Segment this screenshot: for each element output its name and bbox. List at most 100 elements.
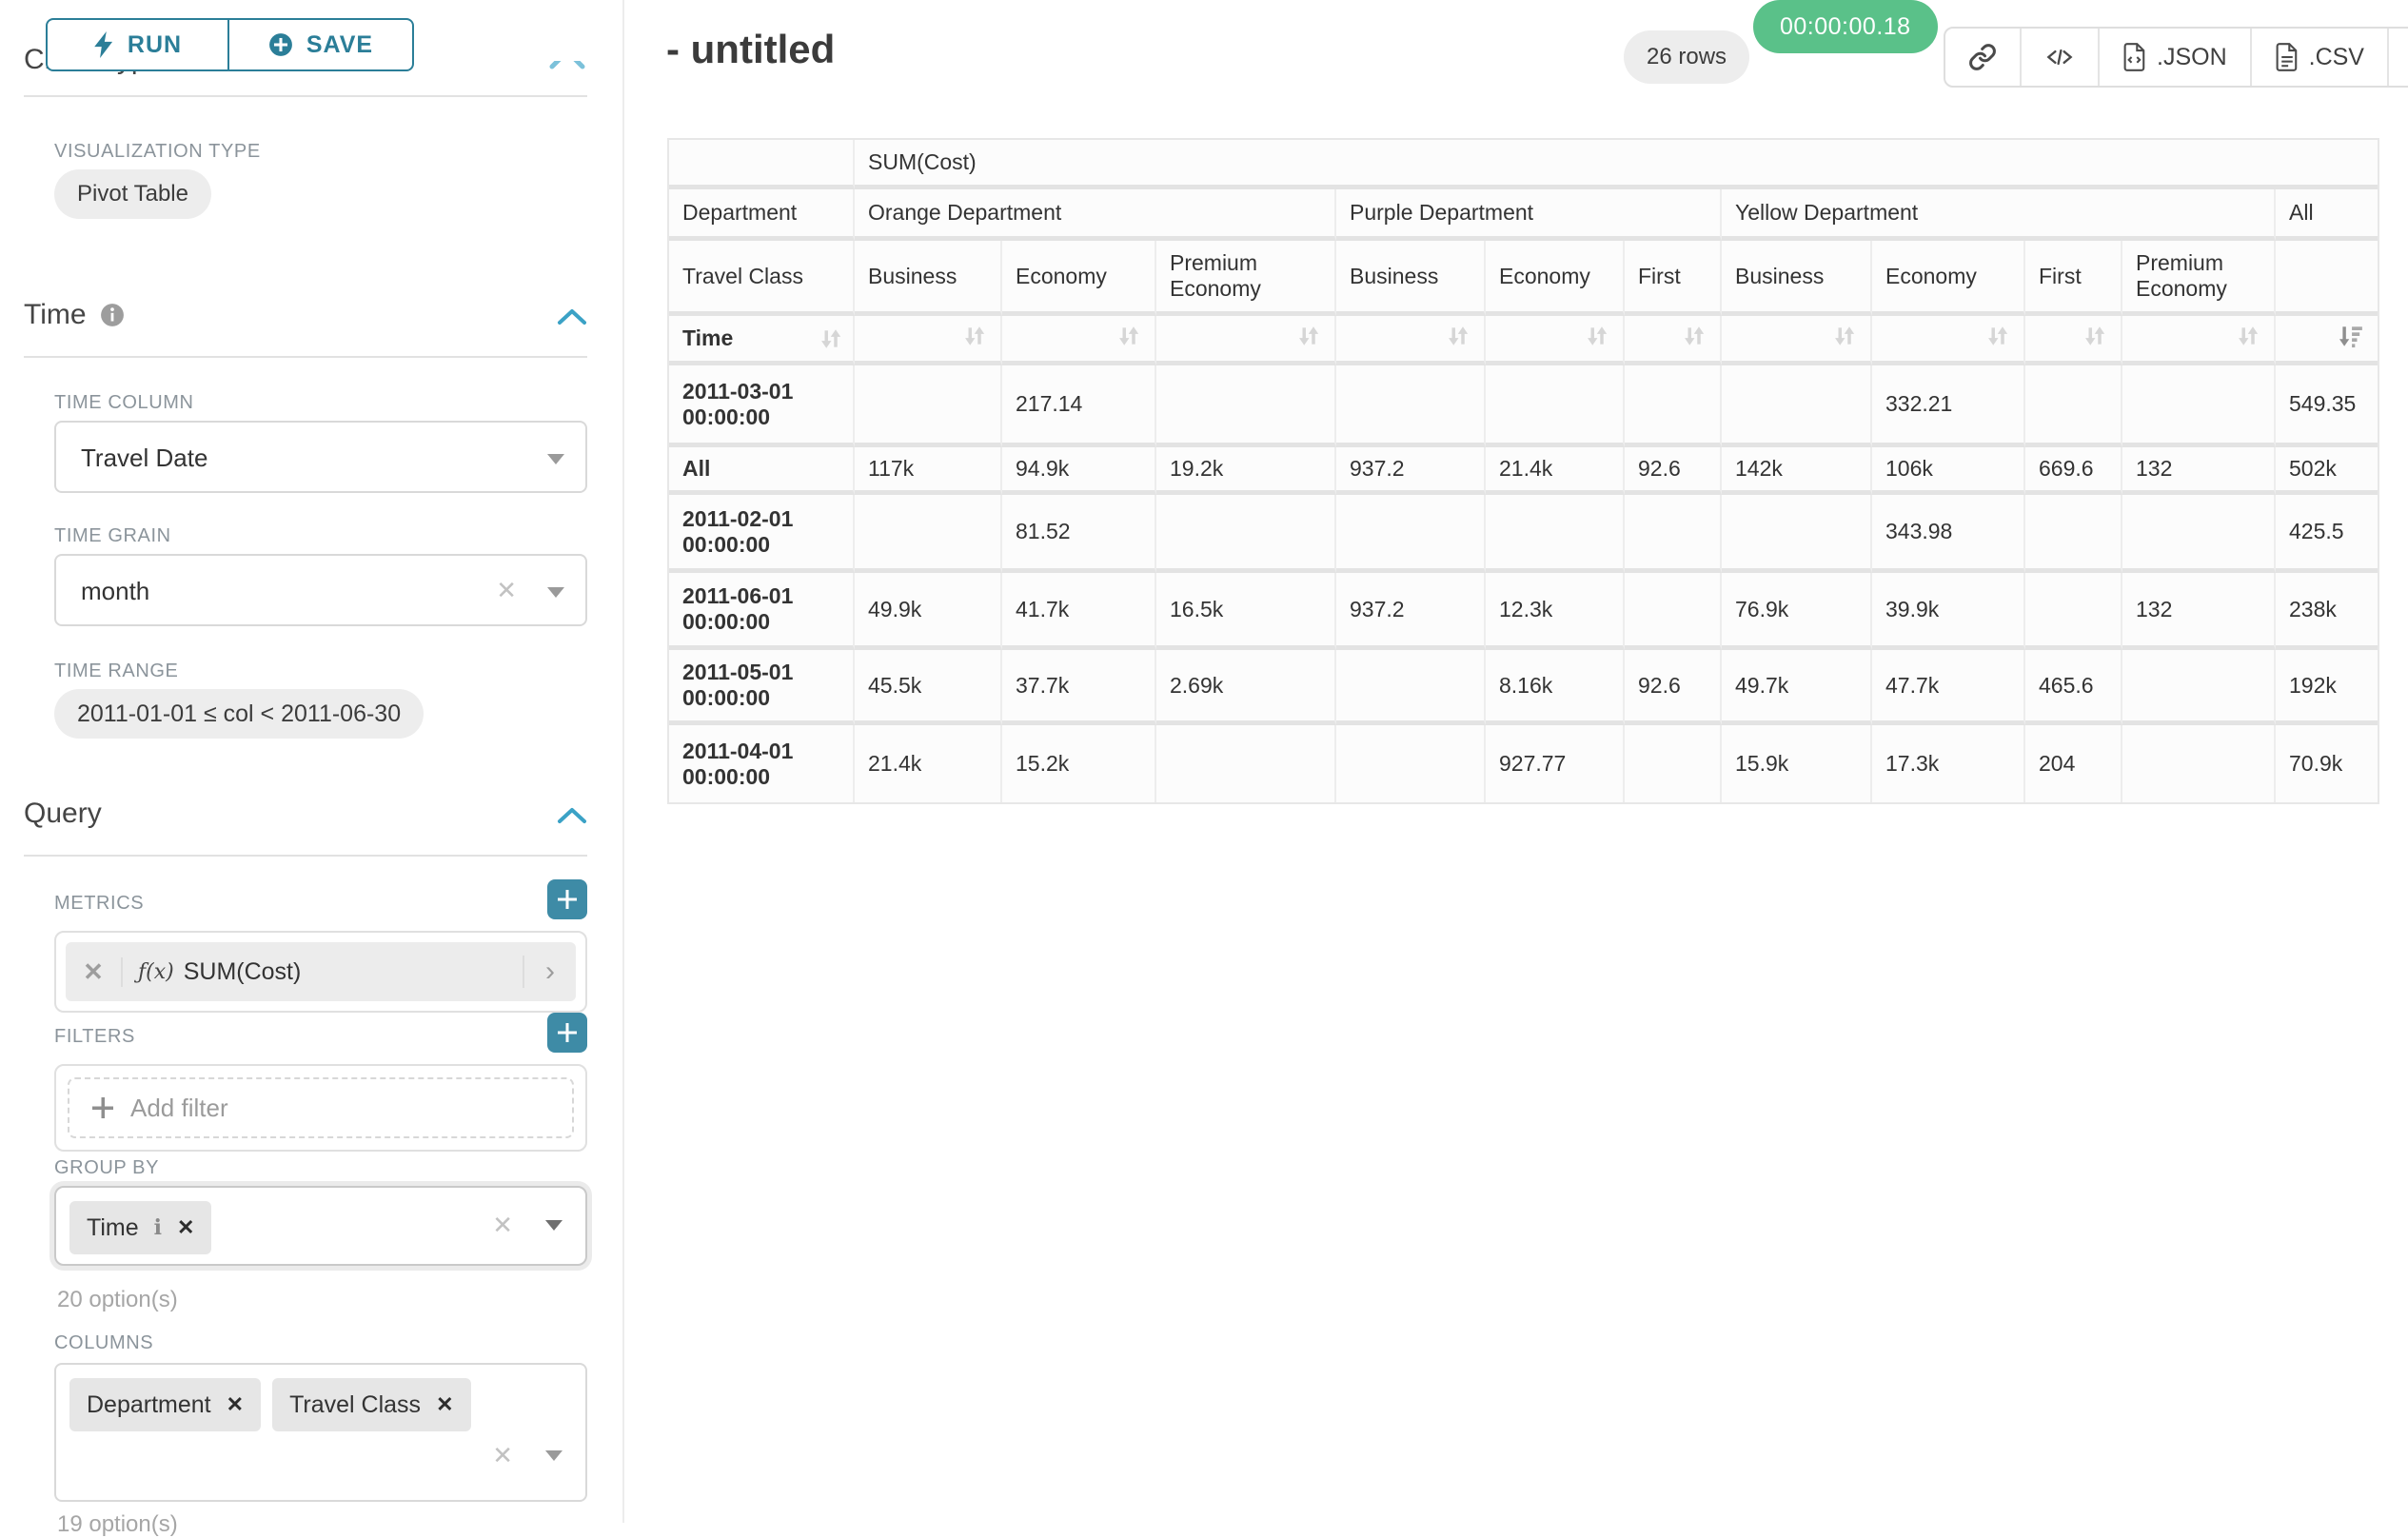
pivot-value-cell: 669.6 [2025, 447, 2122, 495]
add-filter-button[interactable] [547, 1013, 587, 1053]
clear-icon[interactable]: ✕ [496, 576, 517, 604]
table-row: All 117k 94.9k 19.2k 937.2 21.4k 92.6 142k 106k 6… [669, 447, 2378, 495]
chevron-down-icon [547, 454, 564, 464]
remove-chip-icon[interactable]: ✕ [436, 1392, 454, 1416]
column-group-header: All [2276, 189, 2378, 241]
sort-up-down-icon[interactable] [962, 324, 987, 348]
clear-icon[interactable]: ✕ [492, 1211, 513, 1239]
group-by-select[interactable]: Time i ✕ ✕ [54, 1186, 587, 1266]
sort-up-down-icon[interactable] [1832, 324, 1857, 348]
department-axis-label: Department [669, 189, 855, 241]
pivot-value-cell: 15.2k [1002, 725, 1156, 802]
embed-code-button[interactable] [2022, 29, 2100, 86]
pivot-value-cell: 76.9k [1722, 573, 1872, 650]
time-column-select[interactable]: Travel Date [54, 421, 587, 493]
chevron-up-icon[interactable] [556, 805, 588, 826]
chevron-up-icon[interactable] [556, 306, 588, 327]
pivot-value-cell: 8.16k [1486, 650, 1625, 725]
pivot-value-cell: 49.9k [855, 573, 1002, 650]
column-group-header: Orange Department [855, 189, 1336, 241]
chart-title[interactable]: - untitled [666, 27, 836, 71]
clear-icon[interactable]: ✕ [492, 1441, 513, 1469]
time-range-chip[interactable]: 2011-01-01 ≤ col < 2011-06-30 [54, 689, 424, 739]
pivot-value-cell [855, 495, 1002, 573]
export-json-button[interactable]: .JSON [2100, 29, 2252, 86]
selected-option-chip[interactable]: Time i ✕ [69, 1201, 212, 1254]
metrics-label: METRICS [54, 893, 145, 914]
sort-header-cell[interactable] [1156, 316, 1336, 365]
pivot-value-cell: 12.3k [1486, 573, 1625, 650]
pivot-value-cell: 49.7k [1722, 650, 1872, 725]
chevron-right-icon[interactable]: › [523, 956, 576, 988]
plus-icon [558, 890, 577, 909]
row-count-badge: 26 rows [1624, 30, 1750, 84]
pivot-value-cell [2025, 573, 2122, 650]
pivot-value-cell: 17.3k [1872, 725, 2025, 802]
function-icon: ƒ(x) [138, 959, 174, 984]
table-row: 2011-05-01 00:00:00 45.5k 37.7k 2.69k 8.16k 9… [669, 650, 2378, 725]
sort-up-down-icon[interactable] [819, 326, 843, 351]
sort-header-cell[interactable] [2276, 316, 2378, 365]
sort-header-cell[interactable] [1336, 316, 1486, 365]
run-save-buttonbar: RUN SAVE [46, 18, 414, 71]
sort-descending-icon[interactable] [2338, 324, 2364, 348]
sort-up-down-icon[interactable] [1682, 324, 1707, 348]
query-section-header: Query [24, 798, 102, 829]
pivot-value-cell: 425.5 [2276, 495, 2378, 573]
table-row: Travel Class Business Economy Premium Econo… [669, 241, 2378, 316]
corner-cell [669, 140, 855, 189]
time-grain-select[interactable]: month ✕ [54, 554, 587, 626]
sort-header-cell[interactable] [1002, 316, 1156, 365]
sort-header-cell[interactable] [1625, 316, 1722, 365]
chip-label: Time [87, 1213, 139, 1241]
info-icon[interactable] [100, 303, 125, 327]
sort-header-cell[interactable] [2025, 316, 2122, 365]
export-csv-button[interactable]: .CSV [2252, 29, 2389, 86]
add-filter-dropzone[interactable]: Add filter [68, 1077, 574, 1138]
selected-option-chip[interactable]: Department ✕ [69, 1378, 262, 1431]
more-menu-button[interactable] [2389, 29, 2408, 86]
pivot-value-cell: 937.2 [1336, 573, 1486, 650]
metric-pill[interactable]: ✕ ƒ(x) SUM(Cost) › [66, 942, 576, 1001]
remove-chip-icon[interactable]: ✕ [226, 1392, 245, 1416]
add-metric-button[interactable] [547, 879, 587, 919]
sort-up-down-icon[interactable] [1116, 324, 1141, 348]
remove-chip-icon[interactable]: ✕ [177, 1215, 195, 1239]
sort-header-cell[interactable] [1486, 316, 1625, 365]
sort-header-cell[interactable] [855, 316, 1002, 365]
selected-option-chip[interactable]: Travel Class ✕ [272, 1378, 471, 1431]
plus-icon [92, 1097, 113, 1118]
metric-name: SUM(Cost) [183, 957, 302, 985]
column-header: Business [855, 241, 1002, 316]
link-icon [1969, 44, 1996, 70]
save-button[interactable]: SAVE [228, 18, 414, 71]
columns-select[interactable]: Department ✕ Travel Class ✕ ✕ [54, 1363, 587, 1502]
pivot-value-cell: 217.14 [1002, 365, 1156, 447]
viz-type-chip[interactable]: Pivot Table [54, 169, 211, 219]
sort-header-cell[interactable] [2122, 316, 2276, 365]
column-header: Business [1722, 241, 1872, 316]
group-by-hint: 20 option(s) [57, 1287, 178, 1312]
sort-header-cell[interactable] [1722, 316, 1872, 365]
chip-label: Department [87, 1390, 211, 1418]
export-toolbar: .JSON .CSV [1944, 27, 2408, 88]
pivot-value-cell: 132 [2122, 573, 2276, 650]
pivot-value-cell: 937.2 [1336, 447, 1486, 495]
sort-up-down-icon[interactable] [2082, 324, 2107, 348]
remove-metric-icon[interactable]: ✕ [66, 956, 123, 987]
sort-up-down-icon[interactable] [1585, 324, 1609, 348]
run-button[interactable]: RUN [46, 18, 228, 71]
sort-up-down-icon[interactable] [2236, 324, 2260, 348]
time-sort-header[interactable]: Time [669, 316, 855, 365]
copy-link-button[interactable] [1945, 29, 2022, 86]
pivot-value-cell: 47.7k [1872, 650, 2025, 725]
sort-up-down-icon[interactable] [1296, 324, 1321, 348]
pivot-value-cell [1156, 495, 1336, 573]
column-header [2276, 241, 2378, 316]
row-label: All [669, 447, 855, 495]
sort-up-down-icon[interactable] [1446, 324, 1470, 348]
chevron-up-icon[interactable] [544, 61, 590, 72]
pivot-value-cell: 21.4k [1486, 447, 1625, 495]
sort-header-cell[interactable] [1872, 316, 2025, 365]
sort-up-down-icon[interactable] [1985, 324, 2010, 348]
